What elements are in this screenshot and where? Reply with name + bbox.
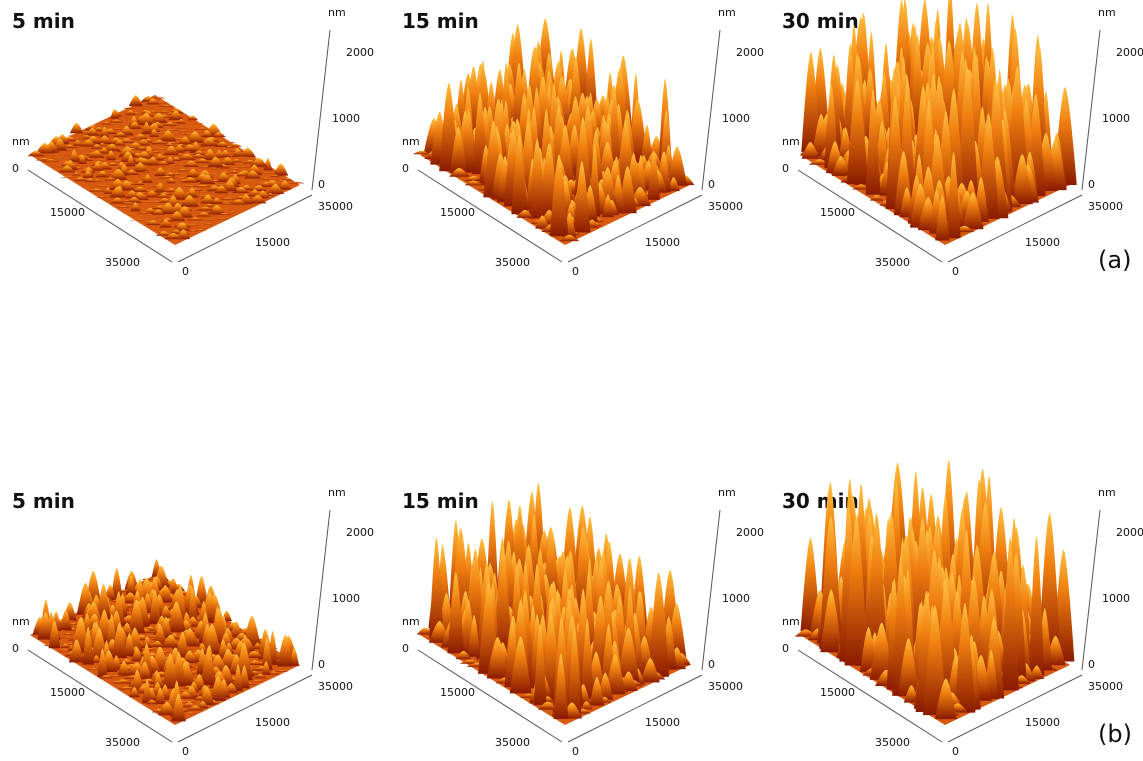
z-axis: [1082, 30, 1100, 190]
afm-plot: 15 min nm 0 1000 2000 nm 0 15000 35000 0 15000 3500…: [402, 483, 764, 758]
z-tick-label: 1000: [332, 112, 360, 125]
y-tick-label: 15000: [255, 236, 290, 249]
x-tick-label: 15000: [440, 206, 475, 219]
x-tick-label: 35000: [875, 736, 910, 749]
z-tick-label: 1000: [1102, 112, 1130, 125]
y-tick-label: 0: [182, 265, 189, 278]
z-tick-label: 2000: [346, 526, 374, 539]
plot-title: 15 min: [402, 9, 479, 33]
y-tick-label: 15000: [645, 716, 680, 729]
z-unit: nm: [1098, 486, 1116, 499]
y-tick-label: 0: [952, 745, 959, 758]
x-tick-label: 15000: [50, 686, 85, 699]
plot-title: 5 min: [12, 9, 75, 33]
x-tick-label: 35000: [495, 256, 530, 269]
xy-unit: nm: [402, 135, 420, 148]
afm-plot: 30 min nm 0 1000 2000 nm 0 15000 35000 0 15000 3500…: [782, 0, 1143, 278]
afm-plot: 5 min nm 0 1000 2000 nm 0 15000 35000 0 15000 35000: [12, 486, 374, 758]
y-tick-label: 35000: [318, 680, 353, 693]
y-tick-label: 35000: [1088, 200, 1123, 213]
z-tick-label: 0: [318, 658, 325, 671]
x-tick-label: 15000: [50, 206, 85, 219]
y-tick-label: 0: [572, 265, 579, 278]
y-tick-label: 35000: [1088, 680, 1123, 693]
xy-unit: nm: [402, 615, 420, 628]
xy-unit: nm: [782, 615, 800, 628]
y-tick-label: 15000: [1025, 236, 1060, 249]
plot-title: 15 min: [402, 489, 479, 513]
y-tick-label: 0: [572, 745, 579, 758]
afm-plot: 5 min nm 0 1000 2000 nm 0 15000 35000 0 15000 35000: [12, 6, 374, 278]
panel-label: (a): [1098, 246, 1131, 274]
z-tick-label: 1000: [332, 592, 360, 605]
z-tick-label: 0: [708, 178, 715, 191]
x-tick-label: 0: [12, 162, 19, 175]
x-tick-label: 15000: [440, 686, 475, 699]
x-tick-label: 15000: [820, 206, 855, 219]
z-tick-label: 1000: [722, 592, 750, 605]
z-unit: nm: [718, 6, 736, 19]
z-tick-label: 1000: [1102, 592, 1130, 605]
x-tick-label: 0: [402, 162, 409, 175]
xy-unit: nm: [782, 135, 800, 148]
z-tick-label: 1000: [722, 112, 750, 125]
z-axis: [312, 510, 330, 670]
z-axis: [702, 30, 720, 190]
y-tick-label: 15000: [255, 716, 290, 729]
plot-title: 30 min: [782, 9, 859, 33]
figure: (a) 5 min nm 0 1000 2000 nm 0 15000 35000 0 15000 35…: [0, 0, 1143, 761]
x-tick-label: 35000: [105, 256, 140, 269]
surface-peak: [129, 95, 143, 106]
z-tick-label: 0: [708, 658, 715, 671]
z-axis: [1082, 510, 1100, 670]
panel-label: (b): [1098, 720, 1132, 748]
z-tick-label: 2000: [346, 46, 374, 59]
x-tick-label: 35000: [495, 736, 530, 749]
y-tick-label: 0: [952, 265, 959, 278]
z-tick-label: 2000: [1116, 46, 1143, 59]
z-unit: nm: [1098, 6, 1116, 19]
z-tick-label: 0: [318, 178, 325, 191]
surface-peak: [70, 123, 83, 133]
x-tick-label: 0: [12, 642, 19, 655]
z-axis: [312, 30, 330, 190]
xy-unit: nm: [12, 135, 30, 148]
y-tick-label: 15000: [645, 236, 680, 249]
y-tick-label: 35000: [318, 200, 353, 213]
afm-plot: 30 minnm010002000nm015000350000150003500…: [782, 460, 1143, 758]
x-tick-label: 35000: [105, 736, 140, 749]
y-tick-label: 35000: [708, 680, 743, 693]
z-tick-label: 2000: [1116, 526, 1143, 539]
x-tick-label: 0: [402, 642, 409, 655]
plot-title: 5 min: [12, 489, 75, 513]
z-unit: nm: [328, 6, 346, 19]
z-tick-label: 2000: [736, 526, 764, 539]
x-tick-label: 15000: [820, 686, 855, 699]
y-tick-label: 0: [182, 745, 189, 758]
y-tick-label: 15000: [1025, 716, 1060, 729]
surface-peak: [273, 164, 288, 176]
x-tick-label: 35000: [875, 256, 910, 269]
z-unit: nm: [328, 486, 346, 499]
z-tick-label: 0: [1088, 178, 1095, 191]
xy-unit: nm: [12, 615, 30, 628]
x-tick-label: 0: [782, 642, 789, 655]
z-axis: [702, 510, 720, 670]
z-tick-label: 0: [1088, 658, 1095, 671]
y-tick-label: 35000: [708, 200, 743, 213]
afm-plot: 15 min nm 0 1000 2000 nm 0 15000 35000 0 15000 3500…: [402, 6, 764, 278]
z-tick-label: 2000: [736, 46, 764, 59]
x-tick-label: 0: [782, 162, 789, 175]
z-unit: nm: [718, 486, 736, 499]
